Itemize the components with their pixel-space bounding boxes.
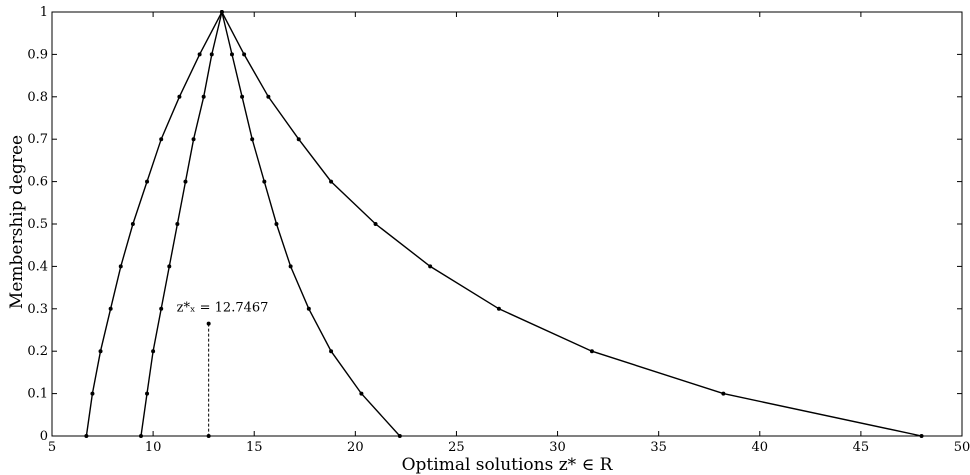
data-point (296, 137, 301, 142)
annotation-point-top (206, 321, 211, 326)
data-point (229, 52, 234, 57)
data-point (90, 391, 95, 396)
data-point (159, 306, 164, 311)
data-point (130, 222, 135, 226)
y-tick-label: 0.3 (27, 302, 48, 317)
data-point (108, 306, 113, 311)
data-point (209, 52, 214, 57)
y-tick-label: 0.2 (27, 344, 48, 359)
plot-area (51, 11, 963, 437)
y-tick-label: 1 (40, 5, 48, 20)
y-tick-label: 0.1 (27, 387, 48, 402)
x-tick-label: 35 (650, 440, 667, 455)
series-line-1 (85, 10, 922, 437)
data-point (306, 306, 311, 311)
data-point (98, 349, 103, 354)
data-point (219, 10, 224, 14)
data-point (721, 391, 726, 396)
axes: 5 10 15 20 25 30 35 40 45 50 0 0.1 0.2 0.3 0.4 0.5 0.6 0.… (27, 5, 970, 455)
data-point (197, 52, 202, 57)
data-point (201, 94, 206, 99)
annotation-layer: z*ₓ = 12.7467 (177, 301, 269, 438)
y-tick-label: 0.8 (27, 90, 48, 105)
data-point (167, 264, 172, 269)
y-tick-label: 0.4 (27, 259, 48, 274)
data-point (242, 52, 247, 57)
data-point (151, 349, 156, 354)
data-point (359, 391, 364, 396)
y-tick-label: 0.6 (27, 175, 48, 190)
data-point (329, 179, 334, 184)
data-point (274, 222, 279, 226)
data-point (288, 264, 293, 269)
x-tick-label: 15 (246, 440, 263, 455)
data-point (183, 179, 188, 184)
x-axis-label: Optimal solutions z* ∈ R (402, 455, 614, 475)
data-point (177, 94, 182, 99)
data-point (266, 94, 271, 99)
x-tick-label: 45 (853, 440, 870, 455)
y-tick-label: 0.7 (27, 132, 48, 147)
data-point (262, 179, 267, 184)
x-tick-label: 20 (347, 440, 364, 455)
data-point (84, 434, 89, 438)
y-tick-label: 0.5 (27, 217, 48, 232)
data-point (145, 179, 150, 184)
x-tick-label: 50 (954, 440, 970, 455)
data-point (138, 434, 143, 438)
data-point (428, 264, 433, 269)
data-point (589, 349, 594, 354)
y-tick-label: 0.9 (27, 47, 48, 62)
y-axis-label: Membership degree (7, 135, 27, 309)
x-tick-label: 30 (549, 440, 566, 455)
data-point (159, 137, 164, 142)
x-tick-label: 10 (145, 440, 162, 455)
data-point (145, 391, 150, 396)
data-point (373, 222, 378, 226)
data-point (175, 222, 180, 226)
data-point (191, 137, 196, 142)
x-tick-label: 25 (448, 440, 465, 455)
data-point (250, 137, 255, 142)
data-point (118, 264, 123, 269)
annotation-label: z*ₓ = 12.7467 (177, 301, 269, 316)
data-point (240, 94, 245, 99)
series-layer (84, 10, 924, 438)
data-point (329, 349, 334, 354)
data-point (496, 306, 501, 311)
data-point (919, 434, 924, 438)
plot-frame (51, 11, 963, 437)
annotation-point-base (206, 434, 211, 438)
series-line-2 (140, 11, 401, 437)
x-tick-label: 40 (752, 440, 769, 455)
x-tick-label: 5 (48, 440, 56, 455)
y-tick-label: 0 (40, 429, 48, 444)
data-point (397, 434, 402, 438)
